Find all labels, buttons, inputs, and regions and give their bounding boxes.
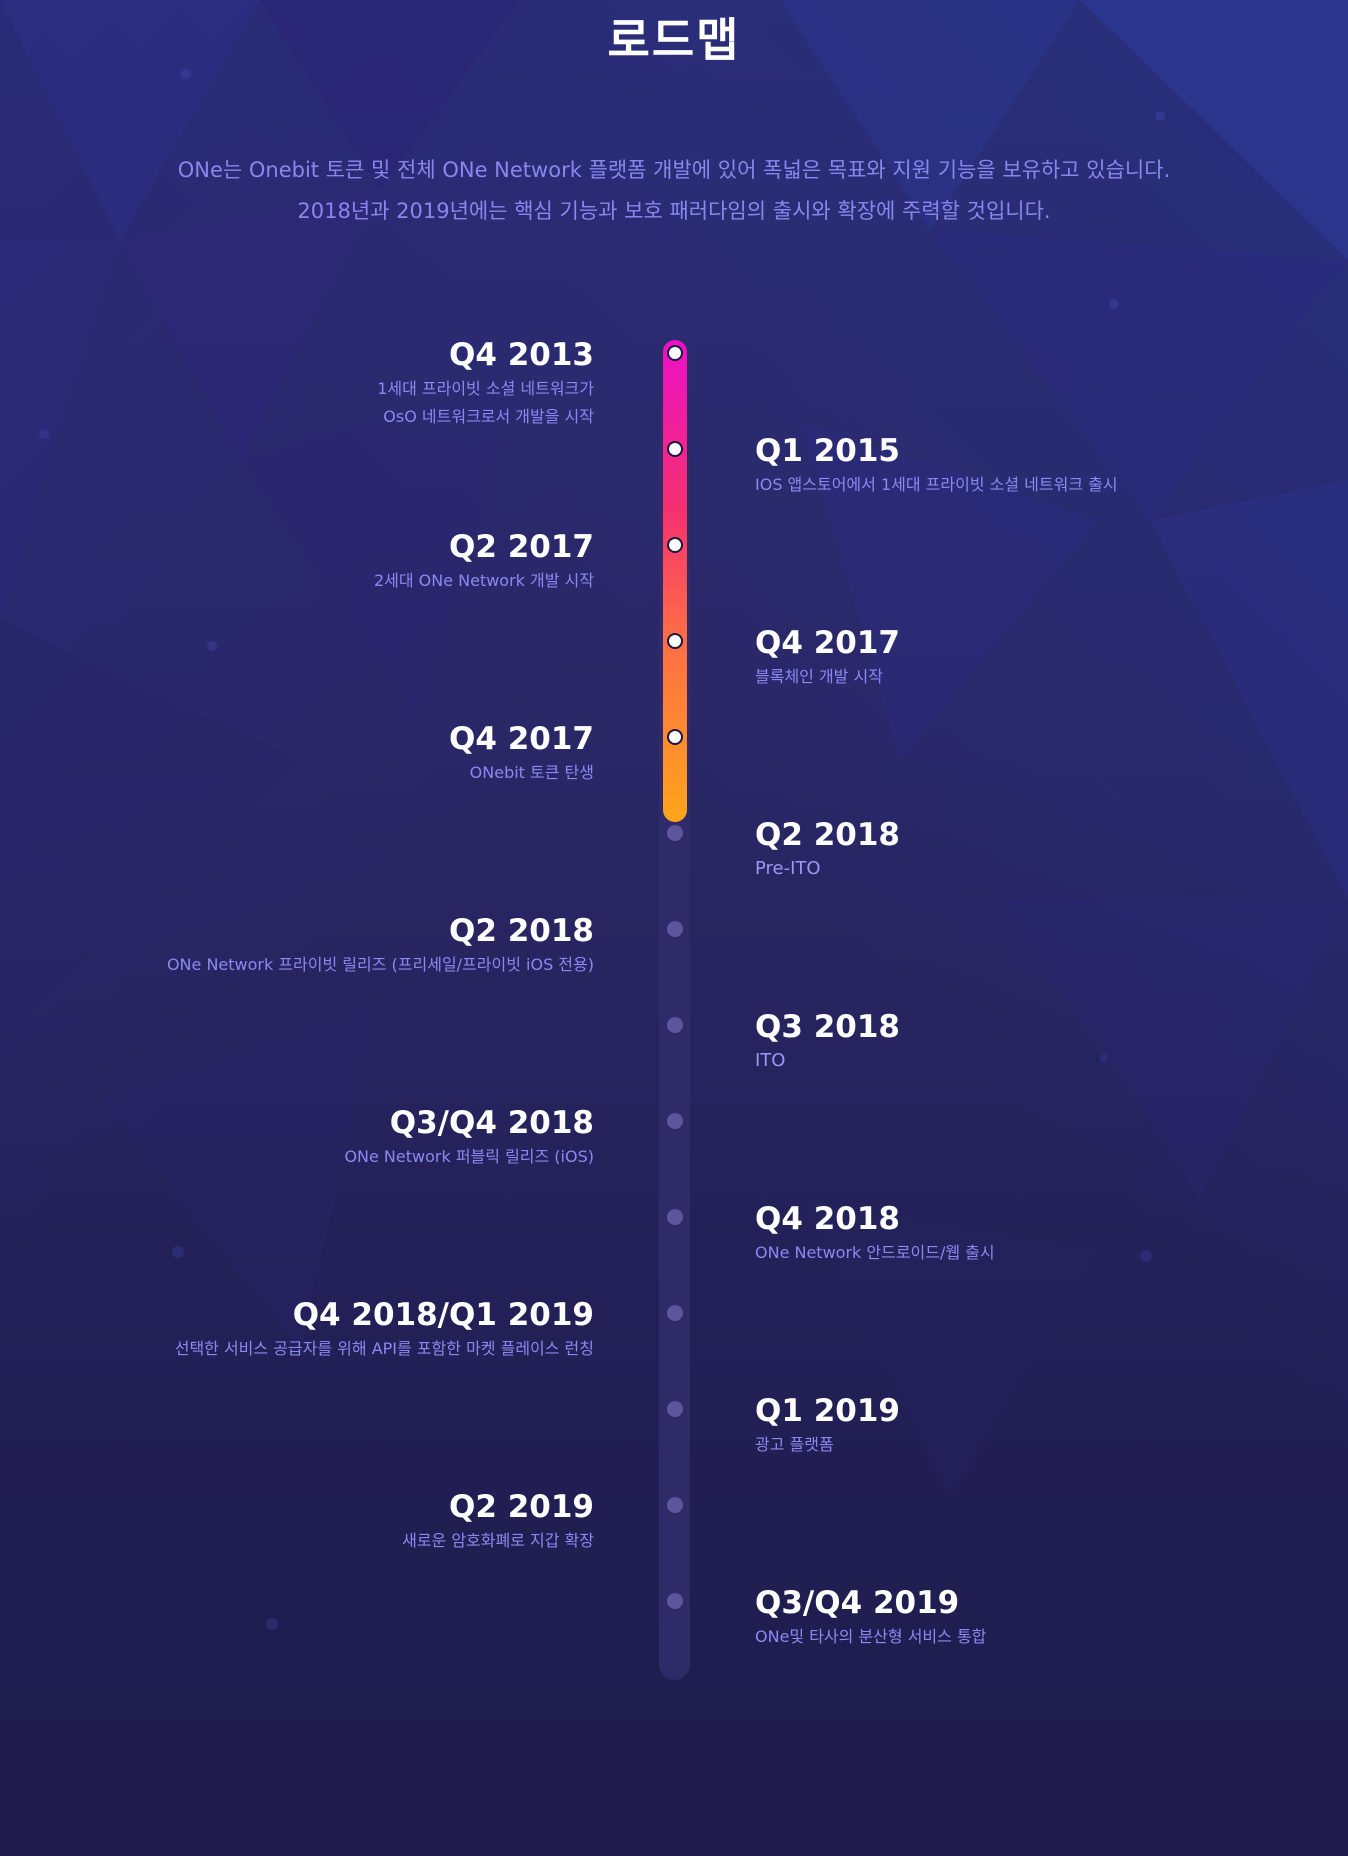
milestone-quarter: Q3/Q4 2018 (389, 1105, 594, 1141)
milestone-item: Q4 2017 블록체인 개발 시작 (755, 623, 1315, 691)
page-title: 로드맵 (607, 13, 741, 67)
timeline-dot (667, 1113, 683, 1129)
milestone-description: ONe Network 프라이빗 릴리즈 (프리세일/프라이빗 iOS 전용) (166, 955, 594, 974)
milestone-item: Q2 2017 2세대 ONe Network 개발 시작 (34, 527, 594, 595)
timeline-dot (667, 921, 683, 937)
milestone-description: ONe Network 퍼블릭 릴리즈 (iOS) (344, 1147, 594, 1166)
milestone-description: 새로운 암호화폐로 지갑 확장 (402, 1531, 594, 1550)
milestone-quarter: Q4 2013 (449, 337, 594, 373)
milestone-item: Q1 2019 광고 플랫폼 (755, 1391, 1315, 1459)
milestone-item: Q2 2018 Pre-ITO (755, 815, 1315, 883)
milestone-description: ONebit 토큰 탄생 (469, 763, 594, 782)
timeline-dot (667, 729, 683, 745)
milestone-quarter: Q4 2017 (449, 721, 594, 757)
timeline-dot (667, 1401, 683, 1417)
timeline-dot (667, 825, 683, 841)
milestone-item: Q3 2018 ITO (755, 1007, 1315, 1075)
milestone-description: 블록체인 개발 시작 (755, 667, 883, 686)
milestone-item: Q2 2018 ONe Network 프라이빗 릴리즈 (프리세일/프라이빗 i… (34, 911, 594, 979)
milestone-quarter: Q2 2018 (755, 817, 900, 853)
milestone-quarter: Q3/Q4 2019 (755, 1585, 960, 1621)
milestone-description: 2세대 ONe Network 개발 시작 (373, 571, 594, 590)
milestone-quarter: Q4 2017 (755, 625, 900, 661)
milestone-description: ONe및 타사의 분산형 서비스 통합 (755, 1627, 987, 1646)
milestone-item: Q3/Q4 2018 ONe Network 퍼블릭 릴리즈 (iOS) (34, 1103, 594, 1171)
milestone-item: Q3/Q4 2019 ONe및 타사의 분산형 서비스 통합 (755, 1583, 1315, 1651)
timeline-progress-bar (663, 340, 687, 822)
timeline-dot (667, 1017, 683, 1033)
timeline-dot (667, 1209, 683, 1225)
milestone-quarter: Q2 2017 (449, 529, 594, 565)
milestone-description: ONe Network 안드로이드/웹 출시 (755, 1243, 995, 1262)
intro-text: ONe는 Onebit 토큰 및 전체 ONe Network 플랫폼 개발에 … (100, 150, 1248, 232)
milestone-item: Q1 2015 IOS 앱스토어에서 1세대 프라이빗 소셜 네트워크 출시 (755, 431, 1315, 499)
intro-line: 2018년과 2019년에는 핵심 기능과 보호 패러다임의 출시와 확장에 주… (297, 199, 1051, 223)
timeline-dot (667, 633, 683, 649)
timeline-dot (667, 345, 683, 361)
intro-line: ONe는 Onebit 토큰 및 전체 ONe Network 플랫폼 개발에 … (177, 158, 1171, 182)
timeline-dot (667, 1593, 683, 1609)
milestone-quarter: Q1 2019 (755, 1393, 900, 1429)
milestone-item: Q4 2018 ONe Network 안드로이드/웹 출시 (755, 1199, 1315, 1267)
milestone-description: 1세대 프라이빗 소셜 네트워크가 (377, 379, 594, 398)
milestone-description: OsO 네트워크로서 개발을 시작 (383, 407, 594, 426)
milestone-description: ITO (755, 1050, 786, 1071)
timeline-dot (667, 537, 683, 553)
milestone-description: Pre-ITO (755, 858, 821, 879)
milestone-quarter: Q4 2018/Q1 2019 (292, 1297, 594, 1333)
timeline-dot (667, 1497, 683, 1513)
milestone-description: IOS 앱스토어에서 1세대 프라이빗 소셜 네트워크 출시 (755, 475, 1118, 494)
timeline-dot (667, 441, 683, 457)
milestone-item: Q4 2018/Q1 2019 선택한 서비스 공급자를 위해 API를 포함한 … (34, 1295, 594, 1363)
milestone-quarter: Q2 2018 (449, 913, 594, 949)
milestone-item: Q4 2017 ONebit 토큰 탄생 (34, 719, 594, 787)
milestone-quarter: Q1 2015 (755, 433, 900, 469)
milestone-quarter: Q4 2018 (755, 1201, 900, 1237)
milestone-description: 선택한 서비스 공급자를 위해 API를 포함한 마켓 플레이스 런칭 (174, 1339, 594, 1358)
milestone-quarter: Q2 2019 (449, 1489, 594, 1525)
milestone-item: Q2 2019 새로운 암호화폐로 지갑 확장 (34, 1487, 594, 1555)
milestone-description: 광고 플랫폼 (755, 1435, 834, 1454)
milestone-item: Q4 2013 1세대 프라이빗 소셜 네트워크가 OsO 네트워크로서 개발을 시… (34, 335, 594, 431)
timeline-dot (667, 1305, 683, 1321)
milestone-quarter: Q3 2018 (755, 1009, 900, 1045)
